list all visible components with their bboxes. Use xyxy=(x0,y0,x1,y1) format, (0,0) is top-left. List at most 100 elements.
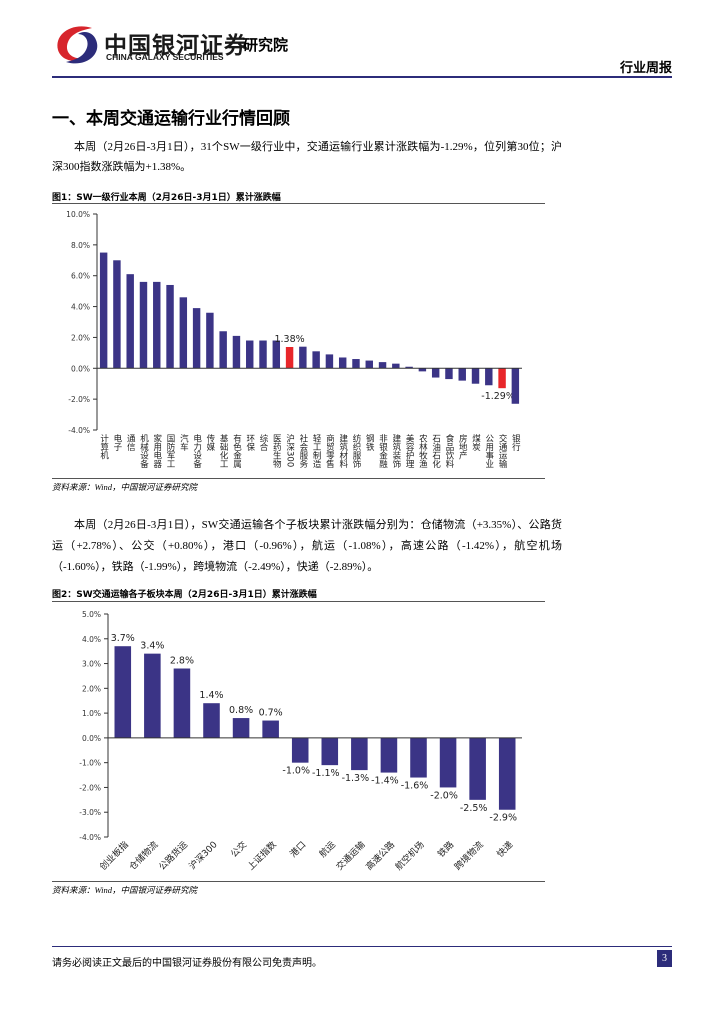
bar xyxy=(485,368,493,386)
x-tick-label: 机械设备 xyxy=(138,433,148,469)
y-tick-label: -2.0% xyxy=(79,783,101,792)
figure-caption: 图2：SW交通运输各子板块本周（2月26日-3月1日）累计涨跌幅 xyxy=(52,590,317,600)
bar xyxy=(192,308,201,369)
paragraph: 本周（2月26日-3月1日），SW交通运输各个子板块累计涨跌幅分别为：仓储物流（… xyxy=(52,519,562,573)
logo-blue xyxy=(66,32,98,64)
disclaimer: 请务必阅读正文最后的中国银河证券股份有限公司免责声明。 xyxy=(52,958,322,969)
y-tick-label: -4.0% xyxy=(79,833,101,842)
bar xyxy=(410,737,427,778)
division: 研究院 xyxy=(243,36,289,54)
bar xyxy=(285,346,294,369)
x-tick-label: 高速公路 xyxy=(363,839,397,873)
x-tick-label: 公用事业 xyxy=(484,434,494,468)
x-tick-label: 商贸零售 xyxy=(324,433,334,469)
x-tick-label: 有色金属 xyxy=(231,433,241,469)
x-tick-label: 电力设备 xyxy=(192,433,202,469)
x-tick-label: 综合 xyxy=(258,433,268,452)
bar xyxy=(262,720,279,738)
logo xyxy=(57,26,98,64)
data-label: -1.4% xyxy=(371,776,399,787)
y-tick-label: 8.0% xyxy=(71,241,90,250)
data-label: -1.6% xyxy=(401,781,429,792)
y-tick-label: 10.0% xyxy=(66,210,90,219)
x-tick-label: 电子 xyxy=(112,433,122,451)
y-tick-label: -3.0% xyxy=(79,808,101,817)
bar xyxy=(321,737,339,766)
x-tick-label: 铁路 xyxy=(435,839,456,860)
x-tick-label: 交通运输 xyxy=(497,433,507,469)
x-tick-label: 沪深300 xyxy=(285,433,295,467)
data-label: 3.7% xyxy=(111,633,135,644)
figure-caption: 图1：SW一级行业本周（2月26日-3月1日）累计涨跌幅 xyxy=(52,193,281,203)
data-label: 0.7% xyxy=(259,708,283,719)
caption-rule xyxy=(52,203,545,204)
bar xyxy=(418,368,427,372)
page-number: 3 xyxy=(657,950,672,967)
data-label: -2.0% xyxy=(430,790,458,801)
bar xyxy=(272,340,281,369)
data-label: 2.8% xyxy=(170,656,194,667)
y-tick-label: -2.0% xyxy=(68,395,90,404)
y-tick-label: -1.0% xyxy=(79,759,101,768)
x-tick-label: 钢铁 xyxy=(364,433,374,452)
bar xyxy=(114,646,132,738)
header-rule xyxy=(52,76,672,78)
caption-rule xyxy=(52,601,545,602)
x-tick-label: 煤炭 xyxy=(471,433,481,452)
bar xyxy=(469,737,486,800)
y-tick-label: 5.0% xyxy=(82,610,101,619)
x-tick-label: 基础化工 xyxy=(218,433,228,468)
x-tick-label: 农林牧渔 xyxy=(417,433,427,468)
x-tick-label: 美容护理 xyxy=(404,433,414,468)
logo-red xyxy=(57,26,92,61)
y-tick-label: 4.0% xyxy=(82,635,101,644)
bar xyxy=(338,357,347,369)
data-label: -1.3% xyxy=(342,773,370,784)
x-tick-label: 航运 xyxy=(317,839,338,860)
x-tick-label: 公路货运 xyxy=(156,839,190,873)
x-tick-label: 上证指数 xyxy=(245,839,279,873)
x-tick-label: 轻工制造 xyxy=(311,433,321,469)
paragraph: 本周（2月26日-3月1日），31个SW一级行业中，交通运输行业累计涨跌幅为-1… xyxy=(52,141,562,173)
y-tick-label: 4.0% xyxy=(71,303,90,312)
source: 资料来源：Wind，中国银河证券研究院 xyxy=(52,885,197,895)
chart: -4.0% -2.0% 0.0% 2.0% 4.0% 6.0% 8.0% 10.0% 计算机 电子… xyxy=(66,210,522,469)
data-label: 1.38% xyxy=(274,334,304,345)
bar xyxy=(139,281,148,369)
x-tick-label: 非银金融 xyxy=(378,433,388,469)
x-tick-label: 房地产 xyxy=(457,433,467,460)
bar xyxy=(144,653,161,738)
x-tick-label: 建筑装饰 xyxy=(391,433,401,469)
x-tick-label: 通信 xyxy=(125,433,135,452)
bar xyxy=(179,297,188,369)
company-en: CHINA GALAXY SECURITIES xyxy=(106,52,224,62)
data-label: -1.0% xyxy=(282,766,310,777)
data-label: -1.29% xyxy=(481,391,515,402)
bar xyxy=(99,252,108,369)
x-tick-label: 家用电器 xyxy=(152,433,162,469)
y-tick-label: -4.0% xyxy=(68,426,90,435)
bar xyxy=(206,312,214,369)
y-tick-label: 2.0% xyxy=(82,684,101,693)
data-label: -2.9% xyxy=(489,813,517,824)
bar xyxy=(351,737,368,771)
x-tick-label: 沪深300 xyxy=(186,838,220,872)
bar xyxy=(498,368,506,389)
data-label: -2.5% xyxy=(460,803,488,814)
x-tick-label: 银行 xyxy=(510,433,520,452)
footer-rule xyxy=(52,946,672,947)
bar xyxy=(166,284,174,369)
bar xyxy=(219,331,227,369)
y-tick-label: 6.0% xyxy=(71,272,90,281)
bar xyxy=(153,281,161,369)
x-tick-label: 社会服务 xyxy=(298,433,308,469)
x-tick-label: 计算机 xyxy=(99,433,109,460)
bar xyxy=(259,340,267,369)
bar xyxy=(498,737,516,810)
bar xyxy=(431,368,440,378)
y-tick-label: 1.0% xyxy=(82,709,101,718)
x-tick-label: 快递 xyxy=(494,839,515,860)
bar xyxy=(113,260,121,369)
x-tick-label: 汽车 xyxy=(178,433,188,452)
